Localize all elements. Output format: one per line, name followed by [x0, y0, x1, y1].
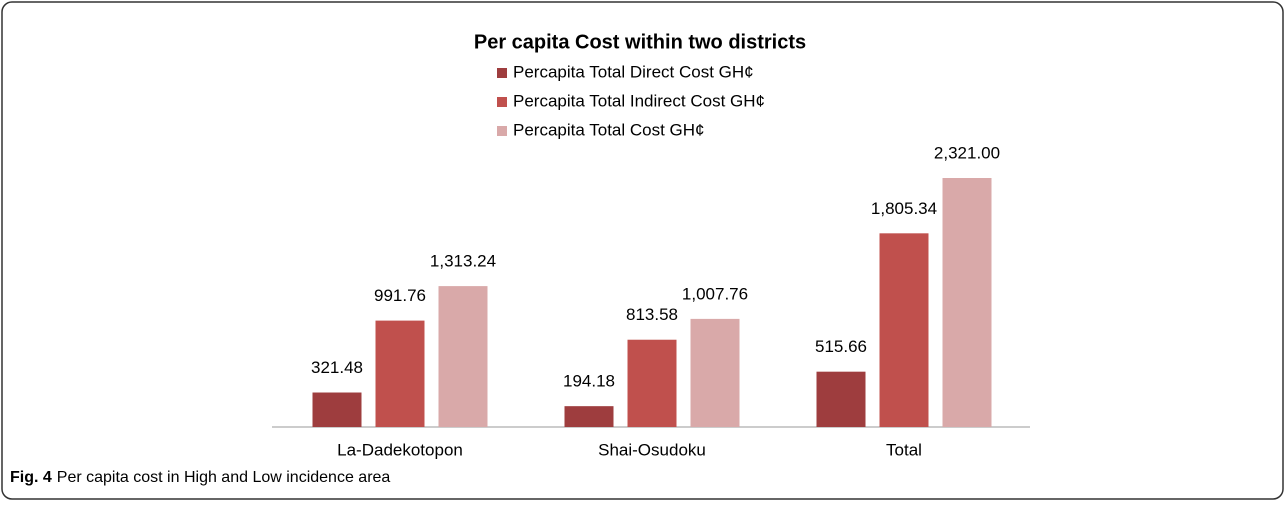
- legend-label: Percapita Total Cost GH¢: [513, 120, 705, 139]
- value-label: 991.76: [374, 286, 426, 305]
- value-label: 813.58: [626, 305, 678, 324]
- bar: [690, 318, 740, 427]
- x-tick-label: La-Dadekotopon: [337, 440, 463, 459]
- chart-title: Per capita Cost within two districts: [474, 31, 806, 53]
- bar: [564, 406, 614, 427]
- value-label: 2,321.00: [934, 143, 1000, 162]
- caption: Fig. 4 Per capita cost in High and Low in…: [10, 469, 390, 486]
- value-label: 194.18: [563, 372, 615, 391]
- x-tick-label: Shai-Osudoku: [598, 440, 706, 459]
- bar: [627, 339, 677, 427]
- bar: [312, 392, 362, 427]
- caption-text: Per capita cost in High and Low incidenc…: [57, 469, 391, 486]
- bar: [375, 320, 425, 427]
- bar: [438, 286, 488, 427]
- value-label: 1,007.76: [682, 284, 748, 303]
- bar: [879, 233, 929, 427]
- bar: [942, 178, 992, 427]
- value-label: 515.66: [815, 337, 867, 356]
- legend-swatch: [497, 126, 507, 136]
- legend-swatch: [497, 68, 507, 78]
- caption-label: Fig. 4: [10, 469, 52, 486]
- value-label: 321.48: [311, 358, 363, 377]
- value-label: 1,313.24: [430, 252, 496, 271]
- bar: [816, 371, 866, 427]
- legend-label: Percapita Total Indirect Cost GH¢: [513, 91, 765, 110]
- x-tick-label: Total: [886, 440, 922, 459]
- legend-label: Percapita Total Direct Cost GH¢: [513, 62, 754, 81]
- legend-swatch: [497, 97, 507, 107]
- frame: [1, 1, 1284, 500]
- value-label: 1,805.34: [871, 199, 937, 218]
